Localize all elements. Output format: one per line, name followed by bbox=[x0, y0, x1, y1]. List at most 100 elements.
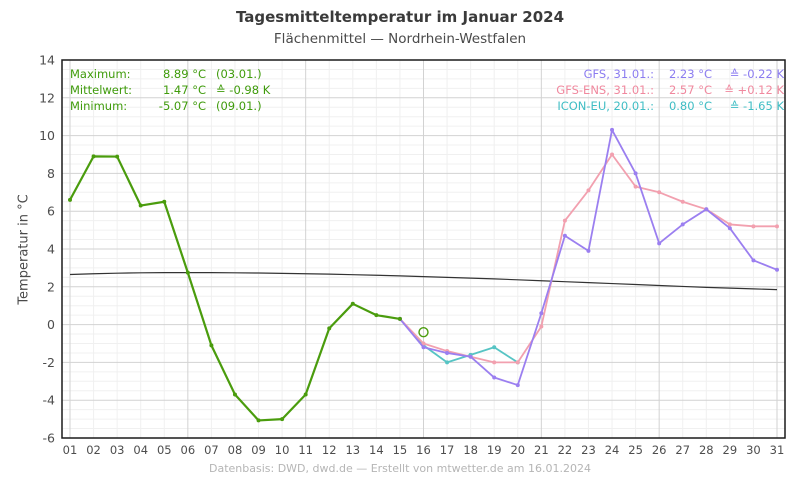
series-gfs-point bbox=[775, 267, 779, 272]
series-observed-point bbox=[327, 326, 332, 331]
stats-row-maximum: Maximum: 8.89 °C (03.01.) bbox=[70, 66, 270, 82]
x-tick-label: 31 bbox=[770, 443, 785, 457]
x-tick-label: 22 bbox=[558, 443, 573, 457]
axis-labels: 01 02 03 04 05 06 07 08 09 10 11 12 13 14 15 16 17 18 19 20… bbox=[39, 53, 784, 458]
series-observed bbox=[68, 154, 402, 423]
series-observed-point bbox=[91, 154, 96, 159]
stats-maximum-label: Maximum: bbox=[70, 67, 131, 81]
x-tick-label: 26 bbox=[652, 443, 667, 457]
stats-row-mean: Mittelwert: 1.47 °C ≙ -0.98 K bbox=[70, 82, 270, 98]
series-gfs-point bbox=[633, 171, 638, 176]
x-tick-label: 05 bbox=[157, 443, 172, 457]
series-observed-point bbox=[185, 270, 190, 275]
series-gfs_ens-point bbox=[562, 218, 567, 223]
series-observed-point bbox=[209, 343, 214, 348]
forecast-gfs-value: 2.23 °C bbox=[668, 67, 712, 81]
series-observed-point bbox=[138, 203, 143, 208]
series-gfs_ens-point bbox=[680, 199, 685, 204]
series-observed-point bbox=[256, 418, 261, 423]
x-tick-label: 28 bbox=[699, 443, 714, 457]
x-tick-label: 12 bbox=[322, 443, 337, 457]
series-gfs-point bbox=[421, 345, 426, 350]
stats-mean-value: 1.47 °C bbox=[162, 83, 206, 97]
x-tick-label: 04 bbox=[133, 443, 148, 457]
forecast-icon-eu-note: ≙ -1.65 K bbox=[729, 99, 784, 113]
stats-legend: Maximum: 8.89 °C (03.01.) Mittelwert: 1.… bbox=[70, 66, 270, 114]
series-gfs-point bbox=[657, 241, 662, 246]
forecast-gfs-ens-label: GFS-ENS, 31.01.: bbox=[556, 83, 654, 97]
x-tick-label: 09 bbox=[251, 443, 266, 457]
x-tick-label: 19 bbox=[487, 443, 502, 457]
stats-minimum-note: (09.01.) bbox=[216, 99, 262, 113]
x-tick-label: 24 bbox=[605, 443, 620, 457]
y-tick-label: 0 bbox=[47, 317, 55, 332]
series-observed-point bbox=[280, 417, 285, 422]
series-observed-point bbox=[397, 316, 402, 321]
x-tick-label: 16 bbox=[416, 443, 431, 457]
series-observed_preliminary-point bbox=[418, 326, 429, 338]
y-tick-label: 4 bbox=[47, 242, 55, 257]
y-tick-label: 8 bbox=[47, 166, 55, 181]
y-tick-label: 14 bbox=[39, 53, 55, 68]
series-gfs-point bbox=[727, 226, 732, 231]
series-observed-point bbox=[374, 313, 379, 318]
x-tick-label: 01 bbox=[63, 443, 78, 457]
attribution: Datenbasis: DWD, dwd.de — Erstellt von m… bbox=[208, 462, 591, 475]
x-tick-label: 08 bbox=[228, 443, 243, 457]
series-gfs-point bbox=[751, 258, 756, 263]
y-tick-label: -2 bbox=[43, 355, 55, 370]
series-icon_eu bbox=[397, 316, 520, 365]
forecast-gfs-ens-value: 2.57 °C bbox=[668, 83, 712, 97]
series-gfs_ens-point bbox=[727, 222, 732, 227]
series-gfs_ens-point bbox=[775, 224, 779, 229]
x-tick-label: 18 bbox=[463, 443, 478, 457]
series-gfs-point bbox=[515, 383, 520, 388]
gridlines bbox=[62, 59, 785, 439]
series-observed-point bbox=[68, 197, 72, 202]
y-tick-label: -6 bbox=[43, 431, 56, 446]
x-tick-label: 27 bbox=[675, 443, 690, 457]
x-tick-label: 03 bbox=[110, 443, 125, 457]
series-gfs-point bbox=[468, 354, 473, 359]
series-gfs-point bbox=[539, 311, 544, 316]
forecast-icon-eu-value: 0.80 °C bbox=[668, 99, 712, 113]
x-tick-label: 13 bbox=[345, 443, 360, 457]
forecast-row-icon-eu: ICON-EU, 20.01.: 0.80 °C ≙ -1.65 K bbox=[542, 98, 784, 114]
series-gfs-point bbox=[492, 375, 497, 380]
series-gfs_ens-point bbox=[492, 360, 497, 365]
x-tick-label: 11 bbox=[298, 443, 313, 457]
stats-mean-note: ≙ -0.98 K bbox=[216, 83, 271, 97]
x-tick-label: 17 bbox=[440, 443, 455, 457]
x-tick-label: 23 bbox=[581, 443, 596, 457]
x-tick-label: 10 bbox=[275, 443, 290, 457]
y-tick-label: 6 bbox=[47, 204, 55, 219]
series-gfs_ens-point bbox=[633, 184, 638, 189]
y-tick-label: 12 bbox=[39, 90, 55, 105]
series-gfs_ens-point bbox=[751, 224, 756, 229]
series-gfs_ens-point bbox=[657, 190, 662, 195]
series-gfs_ens-point bbox=[515, 360, 520, 365]
series-gfs-point bbox=[445, 350, 450, 355]
forecast-gfs-note: ≙ -0.22 K bbox=[729, 67, 784, 81]
forecast-row-gfs: GFS, 31.01.: 2.23 °C ≙ -0.22 K bbox=[542, 66, 784, 82]
series-observed-point bbox=[115, 154, 120, 159]
y-tick-label: 10 bbox=[39, 128, 55, 143]
x-tick-label: 02 bbox=[86, 443, 101, 457]
stats-maximum-value: 8.89 °C bbox=[162, 67, 206, 81]
series-observed_preliminary bbox=[418, 326, 429, 338]
series-gfs_ens-point bbox=[539, 324, 544, 329]
series-observed-point bbox=[232, 392, 237, 397]
x-tick-label: 25 bbox=[628, 443, 643, 457]
forecast-gfs-label: GFS, 31.01.: bbox=[583, 67, 654, 81]
series-icon_eu-point bbox=[445, 360, 450, 365]
series-gfs_ens-point bbox=[421, 341, 426, 346]
series-icon_eu-point bbox=[492, 345, 497, 350]
forecast-row-gfs-ens: GFS-ENS, 31.01.: 2.57 °C ≙ +0.12 K bbox=[542, 82, 784, 98]
x-tick-label: 21 bbox=[534, 443, 549, 457]
stats-minimum-label: Minimum: bbox=[70, 99, 128, 113]
x-tick-label: 06 bbox=[181, 443, 196, 457]
chart-title: Tagesmitteltemperatur im Januar 2024 bbox=[235, 8, 565, 26]
series-gfs-point bbox=[680, 222, 685, 227]
forecast-icon-eu-label: ICON-EU, 20.01.: bbox=[557, 99, 654, 113]
